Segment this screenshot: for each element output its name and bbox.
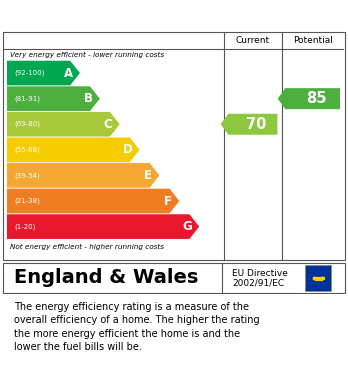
- Polygon shape: [278, 88, 340, 109]
- Text: Not energy efficient - higher running costs: Not energy efficient - higher running co…: [10, 244, 165, 250]
- Text: (1-20): (1-20): [14, 223, 35, 230]
- Text: G: G: [183, 220, 192, 233]
- Text: (92-100): (92-100): [14, 70, 44, 76]
- Text: D: D: [123, 143, 133, 156]
- Text: The energy efficiency rating is a measure of the
overall efficiency of a home. T: The energy efficiency rating is a measur…: [14, 302, 260, 352]
- Text: A: A: [64, 66, 73, 79]
- Polygon shape: [7, 163, 159, 188]
- Text: EU Directive: EU Directive: [232, 269, 288, 278]
- Text: 70: 70: [246, 117, 267, 132]
- Text: B: B: [84, 92, 93, 105]
- Text: (39-54): (39-54): [14, 172, 40, 179]
- Text: (69-80): (69-80): [14, 121, 40, 127]
- Polygon shape: [7, 138, 140, 162]
- Polygon shape: [7, 189, 179, 213]
- Polygon shape: [7, 86, 100, 111]
- Text: 85: 85: [306, 91, 326, 106]
- Text: (21-38): (21-38): [14, 198, 40, 204]
- Polygon shape: [7, 112, 120, 136]
- Text: (81-91): (81-91): [14, 95, 40, 102]
- Text: Potential: Potential: [293, 36, 333, 45]
- Text: 2002/91/EC: 2002/91/EC: [232, 278, 285, 287]
- Text: Very energy efficient - lower running costs: Very energy efficient - lower running co…: [10, 52, 165, 58]
- Text: C: C: [104, 118, 112, 131]
- Polygon shape: [221, 114, 277, 135]
- Text: Energy Efficiency Rating: Energy Efficiency Rating: [10, 5, 239, 24]
- Text: E: E: [144, 169, 152, 182]
- Text: England & Wales: England & Wales: [14, 268, 198, 287]
- Polygon shape: [7, 61, 80, 85]
- Polygon shape: [7, 214, 199, 239]
- Bar: [306, 265, 331, 291]
- Text: (55-68): (55-68): [14, 147, 40, 153]
- Text: Current: Current: [236, 36, 270, 45]
- Text: F: F: [164, 194, 172, 208]
